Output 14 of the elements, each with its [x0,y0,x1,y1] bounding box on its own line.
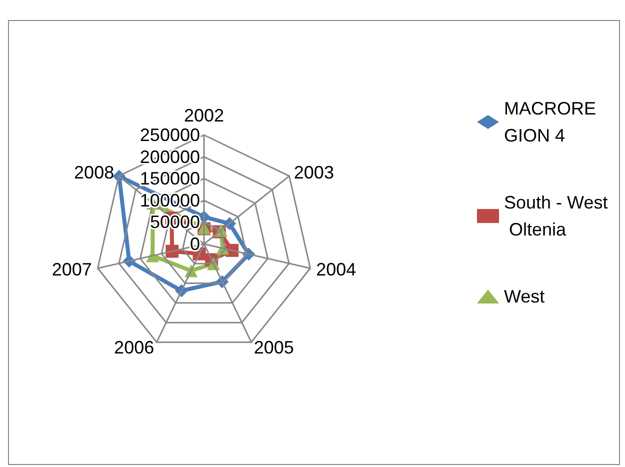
y-tick-label: 200000 [140,146,200,167]
spoke-label: 2007 [52,260,92,280]
y-tick-label: 150000 [140,168,200,189]
spoke-label: 2004 [316,260,356,280]
y-tick-label: 250000 [140,125,200,145]
legend-label: MACROREGION 4 [504,98,596,146]
spoke-label: 2008 [74,162,114,182]
legend-label: South - West Oltenia [504,192,608,240]
legend-label: West [504,286,545,306]
spoke-label: 2006 [114,338,154,358]
spoke-label: 2003 [294,162,334,182]
spoke-label: 2002 [184,106,224,126]
y-tick-label: 50000 [150,212,200,232]
spoke-label: 2005 [254,338,294,358]
